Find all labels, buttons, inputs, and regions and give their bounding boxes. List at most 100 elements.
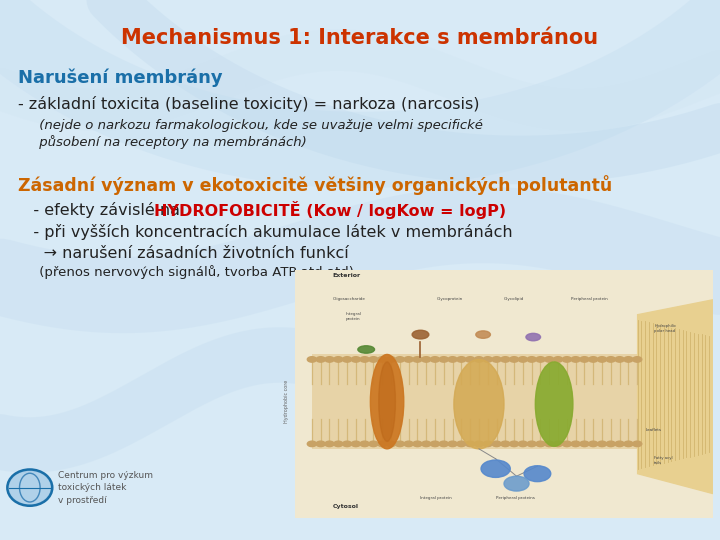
Circle shape <box>395 441 405 447</box>
Circle shape <box>360 441 369 447</box>
Circle shape <box>615 357 624 362</box>
Text: Peripheral protein: Peripheral protein <box>571 297 608 301</box>
Circle shape <box>343 357 351 362</box>
Circle shape <box>545 357 554 362</box>
Circle shape <box>378 357 387 362</box>
Circle shape <box>598 441 607 447</box>
Text: Hydrophilic
polar head: Hydrophilic polar head <box>654 325 677 333</box>
Circle shape <box>633 357 642 362</box>
Circle shape <box>343 441 351 447</box>
Circle shape <box>589 357 598 362</box>
Circle shape <box>466 441 474 447</box>
Circle shape <box>545 441 554 447</box>
Ellipse shape <box>412 330 429 339</box>
Circle shape <box>316 357 325 362</box>
Text: - při vyšších koncentracích akumulace látek v membránách: - při vyšších koncentracích akumulace lá… <box>18 224 513 240</box>
Circle shape <box>492 357 501 362</box>
Circle shape <box>606 441 616 447</box>
Text: Peripheral proteins: Peripheral proteins <box>495 496 534 500</box>
Text: Integral
protein: Integral protein <box>346 312 361 321</box>
FancyBboxPatch shape <box>295 270 713 518</box>
Circle shape <box>481 460 510 477</box>
Circle shape <box>369 357 378 362</box>
Circle shape <box>474 357 484 362</box>
Text: Oligosaccharide: Oligosaccharide <box>333 297 366 301</box>
Circle shape <box>325 357 334 362</box>
Circle shape <box>571 441 580 447</box>
Ellipse shape <box>370 354 404 449</box>
Text: (nejde o narkozu farmakologickou, kde se uvažuje velmi specifické: (nejde o narkozu farmakologickou, kde se… <box>18 119 483 132</box>
Text: Glycoprotein: Glycoprotein <box>437 297 464 301</box>
Text: Exterior: Exterior <box>333 273 361 279</box>
Text: působení na receptory na membránách): působení na receptory na membránách) <box>18 135 307 149</box>
Circle shape <box>404 357 413 362</box>
Circle shape <box>527 441 536 447</box>
Circle shape <box>404 441 413 447</box>
Polygon shape <box>638 300 713 494</box>
Circle shape <box>307 441 317 447</box>
Circle shape <box>333 357 343 362</box>
Circle shape <box>439 357 449 362</box>
Text: Leaflets: Leaflets <box>646 428 662 433</box>
Circle shape <box>606 357 616 362</box>
Circle shape <box>500 357 510 362</box>
Circle shape <box>615 441 624 447</box>
Text: - základní toxicita (baseline toxicity) = narkoza (narcosis): - základní toxicita (baseline toxicity) … <box>18 96 480 112</box>
Circle shape <box>325 441 334 447</box>
Text: - efekty závislé na: - efekty závislé na <box>18 202 185 218</box>
Circle shape <box>633 441 642 447</box>
Circle shape <box>422 441 431 447</box>
Ellipse shape <box>526 333 541 341</box>
Circle shape <box>474 441 484 447</box>
Text: Hydrophobic core: Hydrophobic core <box>284 380 289 423</box>
Text: Fatty acyl
tails: Fatty acyl tails <box>654 456 673 465</box>
Circle shape <box>483 357 492 362</box>
Circle shape <box>598 357 607 362</box>
Circle shape <box>580 441 589 447</box>
Circle shape <box>9 470 51 505</box>
Circle shape <box>307 357 317 362</box>
Circle shape <box>492 441 501 447</box>
Circle shape <box>466 357 474 362</box>
Circle shape <box>580 357 589 362</box>
Text: Mechanismus 1: Interakce s membránou: Mechanismus 1: Interakce s membránou <box>122 28 598 48</box>
Circle shape <box>554 441 562 447</box>
Circle shape <box>536 357 545 362</box>
FancyBboxPatch shape <box>312 354 646 449</box>
Circle shape <box>571 357 580 362</box>
Ellipse shape <box>454 360 504 449</box>
Circle shape <box>456 357 466 362</box>
Circle shape <box>422 357 431 362</box>
Text: Glycolipid: Glycolipid <box>504 297 524 301</box>
Text: → narušení zásadních životních funkcí: → narušení zásadních životních funkcí <box>18 246 348 261</box>
Circle shape <box>518 441 528 447</box>
Circle shape <box>536 441 545 447</box>
Circle shape <box>360 357 369 362</box>
Circle shape <box>518 357 528 362</box>
Circle shape <box>504 476 529 491</box>
Ellipse shape <box>358 346 374 353</box>
Text: HYDROFOBICITĚ (Kow / logKow = logP): HYDROFOBICITĚ (Kow / logKow = logP) <box>153 201 506 219</box>
Text: Integral protein: Integral protein <box>420 496 452 500</box>
Circle shape <box>562 357 572 362</box>
Circle shape <box>500 441 510 447</box>
Circle shape <box>378 441 387 447</box>
Circle shape <box>387 441 395 447</box>
Circle shape <box>524 465 551 482</box>
Circle shape <box>510 441 518 447</box>
Circle shape <box>333 441 343 447</box>
Text: Cytosol: Cytosol <box>333 504 359 509</box>
Ellipse shape <box>536 362 573 447</box>
Circle shape <box>369 441 378 447</box>
Circle shape <box>589 441 598 447</box>
Text: Zásadní význam v ekotoxicitě většiny organických polutantů: Zásadní význam v ekotoxicitě většiny org… <box>18 175 612 195</box>
Circle shape <box>527 357 536 362</box>
Circle shape <box>431 357 440 362</box>
Circle shape <box>456 441 466 447</box>
Circle shape <box>448 441 457 447</box>
Circle shape <box>439 441 449 447</box>
Circle shape <box>624 357 633 362</box>
Circle shape <box>351 441 361 447</box>
Circle shape <box>510 357 518 362</box>
Circle shape <box>554 357 562 362</box>
